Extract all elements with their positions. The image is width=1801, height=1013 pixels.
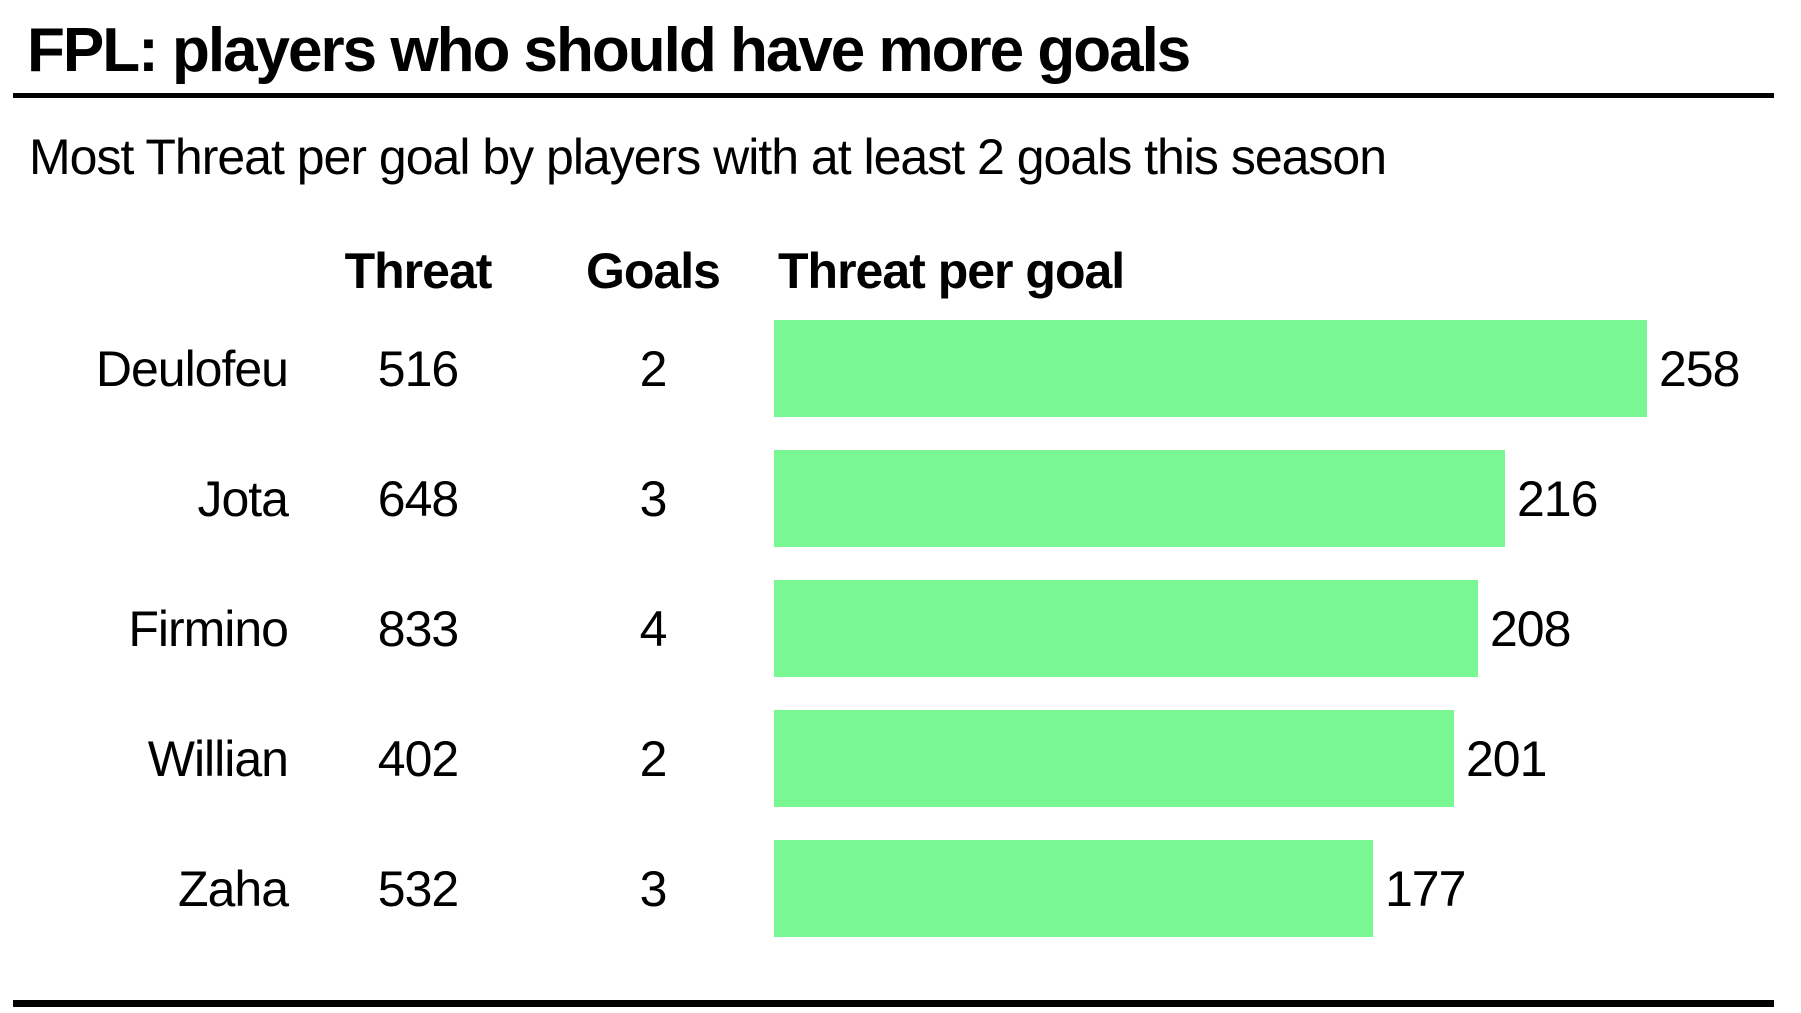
goals-value: 3 (639, 470, 668, 527)
threat-per-goal-value: 258 (1659, 340, 1740, 397)
player-name-label: Deulofeu (95, 340, 289, 397)
threat-value: 516 (377, 340, 459, 397)
player-row: Willian 402 2 201 (0, 710, 1801, 807)
threat-per-goal-bar (774, 450, 1505, 547)
goals-value: 4 (639, 600, 668, 657)
chart-subtitle: Most Threat per goal by players with at … (29, 129, 1387, 185)
column-header-threat-per-goal: Threat per goal (778, 243, 1125, 299)
player-row: Zaha 532 3 177 (0, 840, 1801, 937)
threat-per-goal-bar (774, 580, 1478, 677)
threat-value: 648 (377, 470, 459, 527)
threat-per-goal-bar (774, 320, 1647, 417)
player-name-label: Firmino (128, 600, 289, 657)
player-name-label: Willian (147, 730, 289, 787)
player-row: Jota 648 3 216 (0, 450, 1801, 547)
column-header-goals: Goals (586, 243, 721, 299)
player-name-label: Zaha (178, 860, 289, 917)
threat-per-goal-value: 208 (1490, 600, 1571, 657)
threat-per-goal-bar (774, 840, 1373, 937)
chart-title: FPL: players who should have more goals (27, 16, 1191, 85)
threat-per-goal-value: 216 (1517, 470, 1598, 527)
player-row: Deulofeu 516 2 258 (0, 320, 1801, 417)
bottom-rule (13, 1000, 1774, 1007)
player-row: Firmino 833 4 208 (0, 580, 1801, 677)
title-divider-rule (13, 93, 1774, 98)
column-header-threat: Threat (344, 243, 493, 299)
goals-value: 3 (639, 860, 668, 917)
threat-value: 532 (377, 860, 459, 917)
goals-value: 2 (639, 340, 668, 397)
player-name-label: Jota (197, 470, 289, 527)
threat-value: 402 (377, 730, 459, 787)
threat-value: 833 (377, 600, 459, 657)
threat-per-goal-value: 177 (1385, 860, 1466, 917)
goals-value: 2 (639, 730, 668, 787)
threat-per-goal-value: 201 (1466, 730, 1547, 787)
threat-per-goal-bar (774, 710, 1454, 807)
